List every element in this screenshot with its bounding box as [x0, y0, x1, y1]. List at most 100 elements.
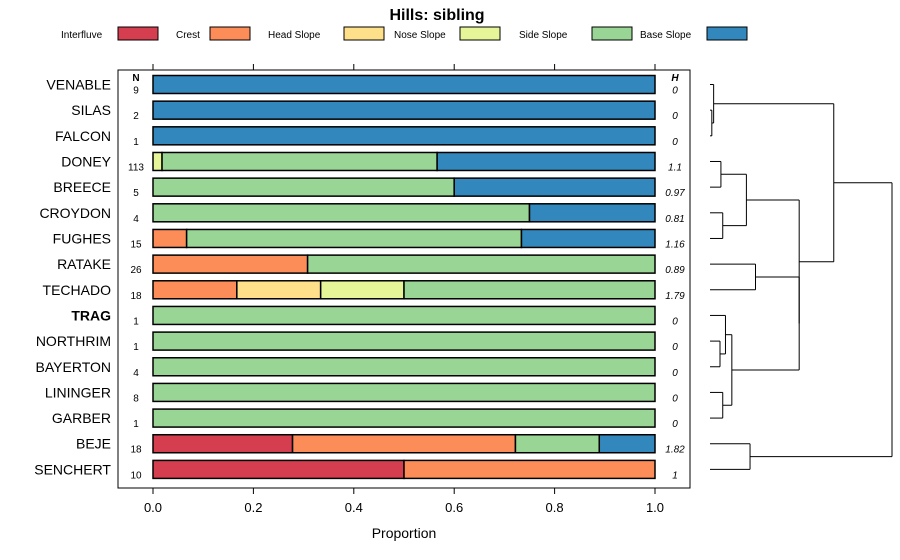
- legend-label-nose-slope: Nose Slope: [394, 30, 446, 41]
- row-label-croydon: CROYDON: [39, 205, 111, 221]
- n-value-silas: 2: [133, 111, 139, 122]
- legend-label-head-slope: Head Slope: [268, 30, 321, 41]
- n-column-header: N: [132, 73, 139, 84]
- bar-falcon-base-slope: [152, 126, 656, 146]
- n-value-lininger: 8: [133, 393, 139, 404]
- bars-group: [152, 74, 656, 480]
- chart-title: Hills: sibling: [389, 7, 484, 24]
- n-value-beje: 18: [130, 445, 142, 456]
- n-value-breece: 5: [133, 188, 139, 199]
- x-tick-label-0: 0.0: [144, 500, 162, 515]
- x-axis-label: Proportion: [372, 525, 437, 541]
- row-label-techado: TECHADO: [43, 282, 112, 298]
- bar-breece-side-slope: [152, 177, 455, 197]
- h-value-trag: 0: [672, 316, 678, 327]
- n-value-bayerton: 4: [133, 368, 139, 379]
- x-tick-label-4: 0.8: [546, 500, 564, 515]
- bar-ratake-crest: [152, 254, 309, 274]
- x-tick-label-5: 1.0: [646, 500, 664, 515]
- h-column-header: H: [671, 73, 679, 84]
- h-value-garber: 0: [672, 419, 678, 430]
- h-value-croydon: 0.81: [665, 214, 684, 225]
- row-label-beje: BEJE: [76, 436, 111, 452]
- x-tick-label-1: 0.2: [244, 500, 262, 515]
- n-value-ratake: 26: [130, 265, 142, 276]
- legend-label-side-slope: Side Slope: [519, 30, 568, 41]
- bar-senchert-crest: [403, 459, 656, 480]
- bar-beje-crest: [291, 433, 517, 454]
- row-label-trag: TRAG: [71, 307, 111, 323]
- legend-swatch-base-slope: [706, 26, 748, 41]
- row-label-breece: BREECE: [53, 179, 111, 195]
- n-value-fughes: 15: [130, 239, 142, 250]
- row-label-venable: VENABLE: [46, 77, 111, 93]
- legend-swatch-nose-slope: [459, 26, 501, 41]
- bar-beje-base-slope: [598, 433, 656, 454]
- h-value-northrim: 0: [672, 342, 678, 353]
- legend-swatch-side-slope: [591, 26, 633, 41]
- bar-techado-nose-slope: [319, 280, 405, 300]
- h-value-doney: 1.1: [668, 162, 682, 173]
- bar-garber-side-slope: [152, 408, 656, 428]
- bar-venable-base-slope: [152, 74, 656, 95]
- h-value-fughes: 1.16: [665, 239, 685, 250]
- bar-silas-base-slope: [152, 100, 656, 120]
- bar-beje-interfluve: [152, 433, 294, 454]
- h-value-beje: 1.82: [665, 445, 685, 456]
- row-label-falcon: FALCON: [55, 128, 111, 144]
- n-value-falcon: 1: [133, 137, 139, 148]
- legend-label-interfluve: Interfluve: [61, 30, 103, 41]
- bar-doney-nose-slope: [152, 151, 163, 172]
- row-label-fughes: FUGHES: [53, 230, 111, 246]
- legend-swatch-head-slope: [343, 26, 385, 41]
- x-tick-label-2: 0.4: [345, 500, 363, 515]
- bar-techado-crest: [152, 280, 238, 300]
- bar-beje-side-slope: [514, 433, 601, 454]
- row-label-doney: DONEY: [61, 153, 111, 169]
- bar-croydon-base-slope: [528, 203, 656, 223]
- bar-breece-base-slope: [453, 177, 656, 197]
- h-value-techado: 1.79: [665, 291, 685, 302]
- row-label-bayerton: BAYERTON: [36, 359, 111, 375]
- n-value-senchert: 10: [130, 470, 142, 481]
- x-axis: 0.0 0.2 0.4 0.6 0.8 1.0: [144, 64, 664, 515]
- legend-label-base-slope: Base Slope: [640, 30, 692, 41]
- x-tick-label-3: 0.6: [445, 500, 463, 515]
- bar-bayerton-side-slope: [152, 357, 656, 377]
- h-value-silas: 0: [672, 111, 678, 122]
- n-value-techado: 18: [130, 291, 142, 302]
- bar-fughes-side-slope: [185, 228, 523, 249]
- row-label-senchert: SENCHERT: [34, 461, 111, 477]
- row-label-silas: SILAS: [71, 102, 111, 118]
- n-value-trag: 1: [133, 316, 139, 327]
- n-value-doney: 113: [128, 162, 144, 173]
- bar-ratake-side-slope: [306, 254, 656, 274]
- h-value-senchert: 1: [672, 470, 678, 481]
- bar-trag-side-slope: [152, 305, 656, 326]
- n-value-garber: 1: [133, 419, 139, 430]
- bar-techado-head-slope: [236, 280, 322, 300]
- row-label-garber: GARBER: [52, 410, 111, 426]
- legend-label-crest: Crest: [176, 30, 200, 41]
- legend-swatch-interfluve: [117, 26, 159, 41]
- bar-senchert-interfluve: [152, 459, 405, 480]
- h-value-ratake: 0.89: [665, 265, 685, 276]
- plot-frame: [117, 69, 691, 489]
- bar-techado-side-slope: [403, 280, 656, 300]
- h-value-lininger: 0: [672, 393, 678, 404]
- h-value-venable: 0: [672, 86, 678, 97]
- row-label-ratake: RATAKE: [57, 256, 111, 272]
- n-value-venable: 9: [133, 86, 139, 97]
- legend-swatch-crest: [209, 26, 251, 41]
- bar-lininger-side-slope: [152, 382, 656, 403]
- row-label-lininger: LININGER: [45, 384, 111, 400]
- h-value-falcon: 0: [672, 137, 678, 148]
- row-labels: VENABLE SILAS FALCON DONEY BREECE CROYDON FUGH…: [34, 77, 111, 478]
- bar-doney-base-slope: [436, 151, 656, 172]
- bar-fughes-base-slope: [520, 228, 656, 249]
- bar-doney-side-slope: [161, 151, 438, 172]
- h-column: H 0 0 0 1.1 0.97 0.81 1.16 0.89 1.79 0 0 0 0 0 1.82 1: [665, 73, 685, 481]
- legend: Interfluve Crest Head Slope Nose Slope Side …: [61, 26, 748, 41]
